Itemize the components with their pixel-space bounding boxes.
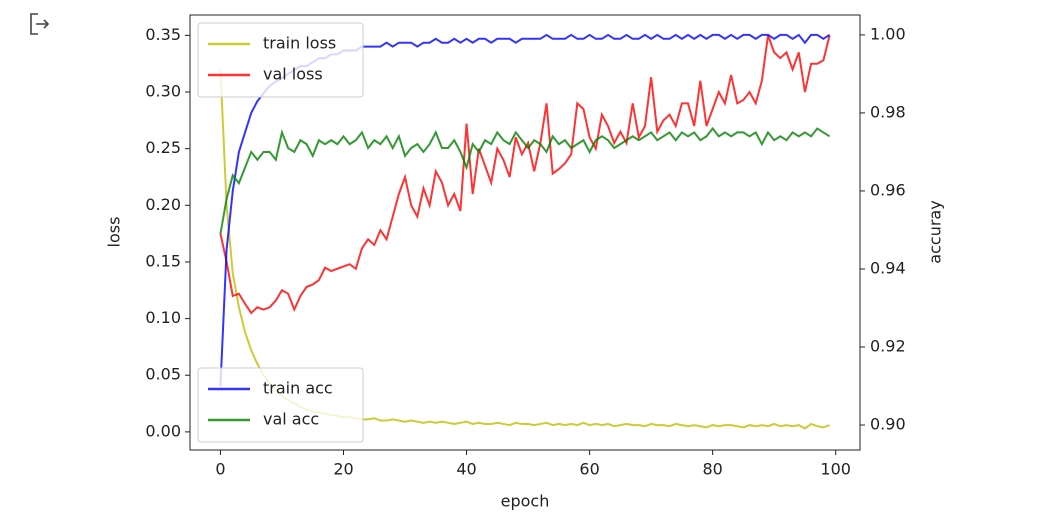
legend: train loss val loss [197, 22, 364, 98]
series-line [219, 126, 831, 235]
legend-frame [197, 22, 364, 98]
legend-label: val acc [263, 410, 319, 429]
y2-tick-label: 0.98 [870, 102, 906, 121]
y-tick-label: 0.20 [145, 195, 181, 214]
x-tick-label: 100 [820, 460, 851, 479]
y-tick-label: 0.00 [145, 421, 181, 440]
legend: train acc val acc [197, 367, 364, 443]
y2-tick-label: 0.90 [870, 415, 906, 434]
plot-frame [189, 14, 861, 451]
y2-tick-label: 0.94 [870, 258, 906, 277]
output-icon [30, 13, 50, 35]
x-tick-label: 0 [215, 460, 225, 479]
series-line [219, 35, 831, 315]
legend-label: train loss [263, 34, 336, 53]
x-tick-label: 40 [456, 460, 476, 479]
y2-tick-label: 0.96 [870, 180, 906, 199]
legend-frame [197, 367, 364, 443]
legend-label: val loss [263, 65, 323, 84]
y-tick-label: 0.05 [145, 365, 181, 384]
y-tick-label: 0.15 [145, 251, 181, 270]
y-axis-label: loss [105, 217, 124, 248]
x-tick-label: 80 [702, 460, 722, 479]
y-tick-label: 0.35 [145, 25, 181, 44]
y-tick-label: 0.25 [145, 138, 181, 157]
y2-axis-label: accuray [926, 200, 945, 263]
legend-label: train acc [263, 379, 333, 398]
y-tick-label: 0.30 [145, 82, 181, 101]
y2-tick-label: 0.92 [870, 337, 906, 356]
x-axis-label: epoch [501, 492, 550, 511]
x-tick-label: 20 [333, 460, 353, 479]
y-tick-label: 0.10 [145, 308, 181, 327]
y2-tick-label: 1.00 [870, 24, 906, 43]
x-tick-label: 60 [579, 460, 599, 479]
